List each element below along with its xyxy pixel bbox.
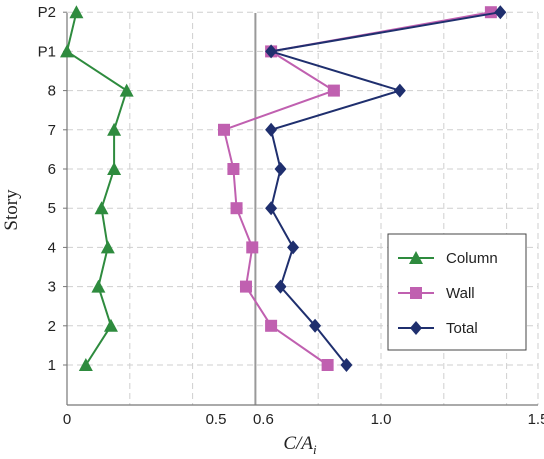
y-tick-label: 5 bbox=[48, 200, 56, 217]
x-tick-label: 0.6 bbox=[253, 411, 274, 428]
data-point-total bbox=[340, 358, 353, 372]
y-tick-label: 7 bbox=[48, 122, 56, 139]
data-point-total bbox=[265, 44, 278, 59]
data-point-total bbox=[265, 201, 278, 216]
y-tick-label: 8 bbox=[48, 83, 56, 100]
data-point-column bbox=[107, 162, 122, 175]
y-tick-label: 3 bbox=[48, 279, 56, 296]
data-point-wall bbox=[239, 280, 252, 293]
legend-label-wall: Wall bbox=[446, 285, 475, 302]
x-axis-title-main: C/A bbox=[283, 433, 313, 454]
series-line-total bbox=[269, 11, 501, 366]
x-tick-label: 0.5 bbox=[206, 411, 227, 428]
data-point-wall bbox=[246, 241, 259, 254]
axes-layer: 0 0.5 0.6 1.0 1.5 1 2 3 4 5 6 7 8 P1 P2 bbox=[38, 4, 544, 428]
data-point-wall bbox=[327, 84, 340, 97]
data-point-column bbox=[100, 240, 115, 254]
data-point-total bbox=[494, 5, 507, 20]
x-tick-label: 1.5 bbox=[528, 411, 544, 428]
data-point-total bbox=[309, 318, 322, 333]
y-tick-label: 4 bbox=[48, 239, 56, 256]
y-tick-label: P1 bbox=[38, 43, 56, 60]
data-point-wall bbox=[265, 319, 278, 332]
grid-layer bbox=[67, 11, 539, 405]
legend-marker-column bbox=[409, 251, 423, 264]
data-point-wall bbox=[218, 123, 230, 136]
data-point-column bbox=[69, 5, 84, 19]
y-tick-label: 6 bbox=[48, 161, 56, 178]
data-point-column bbox=[103, 318, 118, 332]
data-point-column bbox=[94, 201, 109, 215]
data-point-column bbox=[91, 279, 106, 293]
data-point-total bbox=[265, 122, 278, 137]
legend-marker-wall bbox=[410, 287, 422, 299]
series-column bbox=[60, 5, 134, 371]
legend: Column Wall Total bbox=[387, 233, 527, 351]
data-point-total bbox=[274, 162, 287, 176]
data-point-wall bbox=[227, 163, 240, 175]
data-point-total bbox=[393, 83, 406, 98]
x-tick-label: 0 bbox=[63, 411, 71, 428]
x-axis-title-sub: i bbox=[313, 442, 317, 457]
data-point-wall bbox=[230, 202, 243, 215]
data-point-column bbox=[107, 122, 122, 136]
series-layer bbox=[60, 5, 507, 372]
data-point-wall bbox=[321, 359, 334, 371]
data-point-column bbox=[78, 358, 93, 371]
series-line-wall bbox=[222, 11, 492, 366]
legend-label-total: Total bbox=[446, 320, 478, 337]
data-point-column bbox=[60, 44, 74, 58]
y-tick-label: 1 bbox=[48, 357, 56, 374]
data-point-total bbox=[287, 240, 300, 255]
legend-marker-total bbox=[410, 321, 422, 335]
legend-label-column: Column bbox=[446, 250, 498, 267]
y-tick-label: P2 bbox=[38, 4, 56, 21]
x-tick-label: 1.0 bbox=[371, 411, 392, 428]
y-axis-title: Story bbox=[1, 189, 22, 231]
x-axis-title: C/Ai bbox=[283, 433, 317, 457]
data-point-column bbox=[119, 83, 134, 97]
data-point-total bbox=[274, 279, 287, 294]
y-tick-label: 2 bbox=[48, 318, 56, 335]
series-line-column bbox=[65, 11, 128, 366]
series-total bbox=[265, 5, 507, 372]
